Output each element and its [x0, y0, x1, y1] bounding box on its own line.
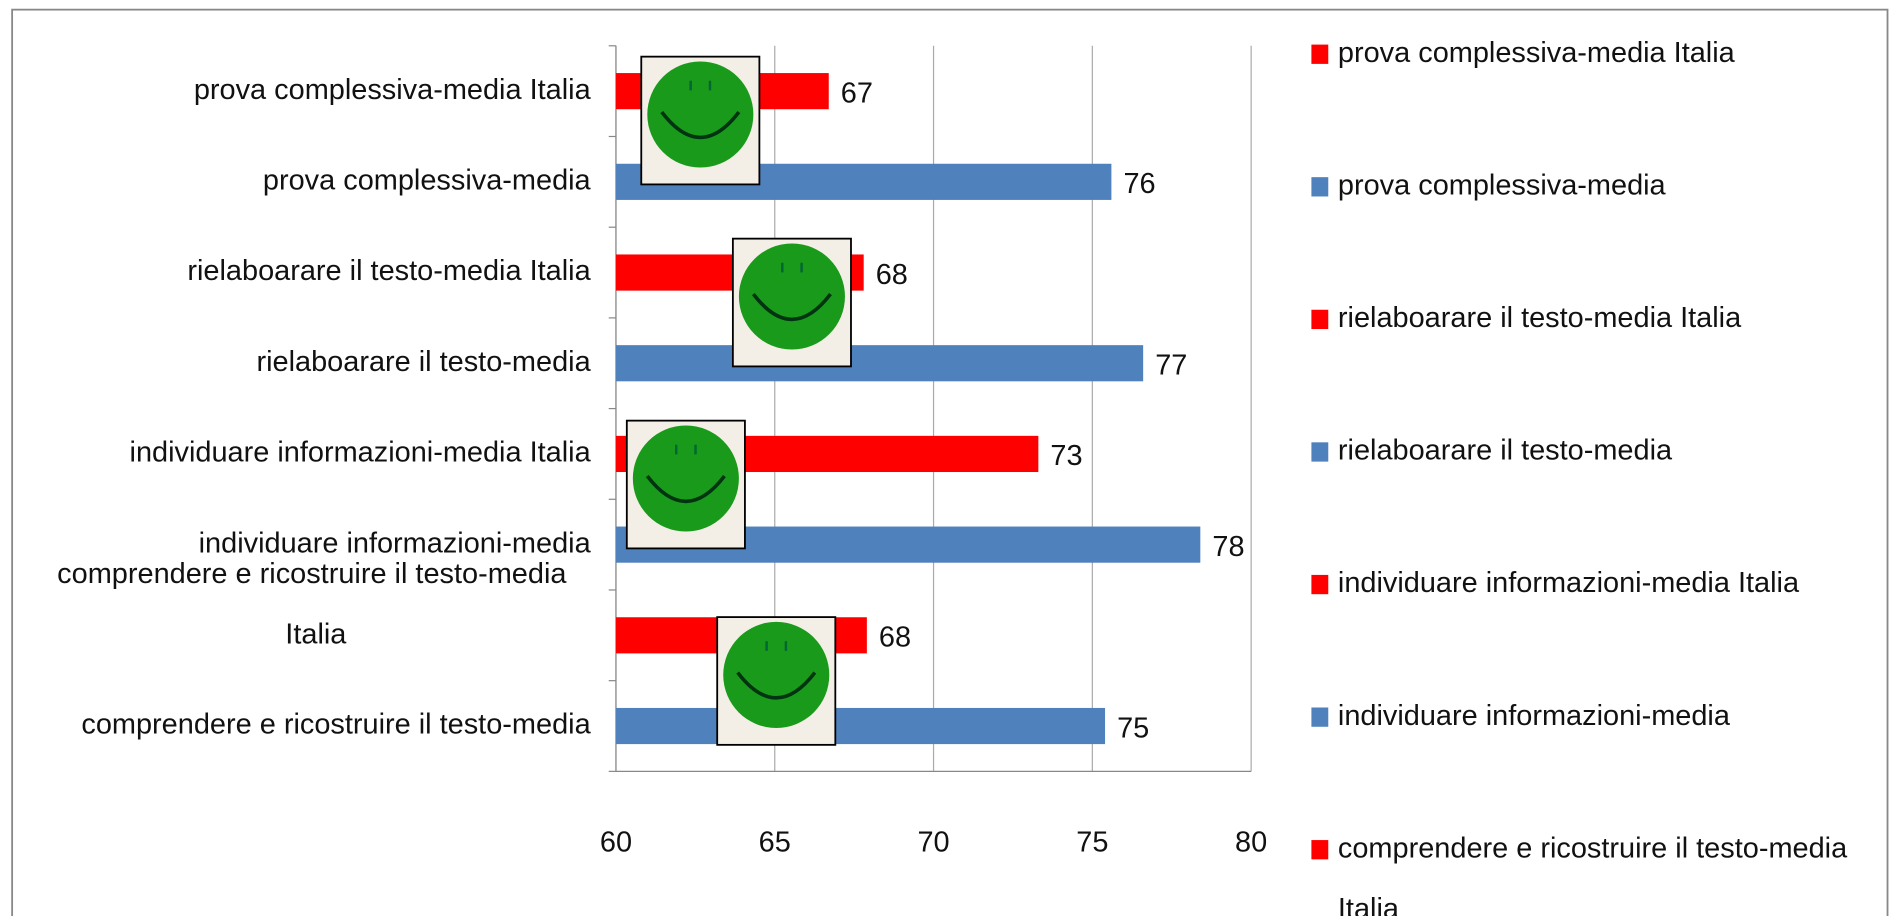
smiley-mouth [751, 292, 832, 321]
legend-swatch [1311, 707, 1329, 727]
legend-swatch [1311, 442, 1329, 462]
legend-swatch [1311, 44, 1329, 64]
x-tick-label: 65 [759, 826, 791, 858]
bar [615, 345, 1144, 382]
bar [615, 707, 1106, 745]
legend-label: prova complessiva-media [1338, 169, 1667, 201]
data-label: 68 [876, 259, 908, 291]
y-tick-label: individuare informazioni-media Italia [130, 437, 592, 469]
smiley-face [723, 621, 830, 728]
legend-swatch [1311, 309, 1329, 330]
x-tick-label: 80 [1235, 826, 1267, 858]
smiley-mouth [645, 474, 726, 503]
legend-label: prova complessiva-media Italia [1338, 37, 1736, 69]
data-label: 75 [1117, 712, 1149, 744]
y-tick-label: rielaboarare il testo-media Italia [187, 255, 591, 287]
legend-label: rielaboarare il testo-media [1338, 435, 1673, 467]
legend-label: individuare informazioni-media [1338, 700, 1731, 732]
y-tick-label: individuare informazioni-media [199, 527, 592, 559]
y-tick-label: prova complessiva-media [263, 164, 592, 196]
data-label: 67 [841, 77, 873, 109]
smiley-face [632, 425, 739, 532]
data-label: 78 [1212, 531, 1244, 563]
data-label: 68 [879, 622, 911, 654]
x-tick-label: 60 [600, 826, 632, 858]
legend-swatch [1311, 574, 1329, 595]
smiley-mouth [660, 110, 741, 139]
legend-swatch [1311, 177, 1329, 197]
smiley-face [647, 61, 754, 168]
smiley-face [738, 243, 845, 350]
y-tick-label: comprendere e ricostruire il testo-media… [57, 558, 574, 650]
legend-label: individuare informazioni-media Italia [1338, 567, 1800, 599]
data-label: 76 [1123, 168, 1155, 200]
legend-swatch [1311, 840, 1329, 860]
decorations [625, 55, 852, 746]
legend-label: rielaboarare il testo-media Italia [1338, 302, 1742, 334]
smiley-mouth [736, 671, 817, 700]
y-tick-label: rielaboarare il testo-media [256, 346, 591, 378]
data-label: 73 [1050, 440, 1082, 472]
x-tick-label: 75 [1076, 826, 1108, 858]
x-tick-label: 70 [917, 826, 949, 858]
data-label: 77 [1155, 349, 1187, 381]
legend-label: comprendere e ricostruire il testo-media… [1338, 832, 1855, 916]
y-tick-label: comprendere e ricostruire il testo-media [81, 709, 591, 741]
y-tick-label: prova complessiva-media Italia [194, 74, 592, 106]
